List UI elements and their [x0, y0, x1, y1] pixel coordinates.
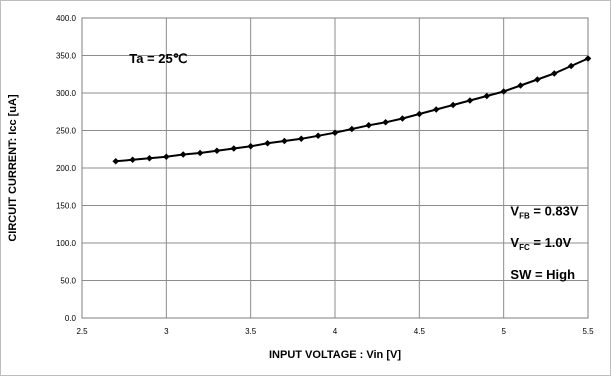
annotation-vfb-rest: = 0.83V	[530, 203, 579, 218]
y-tick-label: 200.0	[56, 164, 77, 173]
x-tick-label: 2.5	[76, 327, 88, 336]
data-point	[163, 153, 170, 161]
y-axis-title: CIRCUIT CURRENT: Icc [uA]	[7, 94, 19, 242]
data-point	[567, 62, 575, 70]
x-tick-label: 4.5	[414, 327, 426, 336]
data-point	[348, 125, 356, 133]
data-point	[483, 92, 491, 100]
data-point	[517, 82, 524, 89]
data-point	[416, 110, 423, 118]
x-tick-label: 4	[333, 327, 338, 336]
y-tick-label: 150.0	[56, 202, 77, 211]
data-point	[365, 121, 373, 129]
series-line	[115, 57, 589, 163]
data-point	[281, 137, 288, 145]
annotation-temperature: Ta = 25℃	[129, 51, 187, 66]
data-point	[196, 149, 204, 157]
data-point	[314, 132, 322, 140]
data-point	[146, 154, 153, 162]
y-tick-label: 350.0	[56, 52, 77, 61]
data-point	[399, 115, 406, 122]
data-point	[112, 157, 120, 165]
data-point	[129, 156, 136, 164]
x-axis-title: INPUT VOLTAGE : Vin [V]	[269, 349, 401, 361]
y-tick-label: 300.0	[56, 89, 77, 98]
x-tick-labels: 2.5 3 3.5 4 4.5 5 5.5	[76, 327, 594, 336]
x-tick-label: 5	[501, 327, 506, 336]
x-tick-label: 3.5	[245, 327, 257, 336]
y-tick-label: 100.0	[56, 239, 77, 248]
annotation-vfb-sub: FB	[519, 211, 530, 220]
data-point	[449, 101, 457, 109]
data-point	[264, 139, 271, 147]
data-point	[466, 97, 474, 104]
x-tick-label: 3	[164, 327, 169, 336]
annotation-vfc-rest: = 1.0V	[530, 235, 572, 250]
y-tick-labels: 0.0 50.0 100.0 150.0 200.0 250.0 300.0 350.0 400…	[56, 14, 77, 323]
y-tick-label: 250.0	[56, 127, 77, 136]
annotation-vfc: VFC = 1.0V	[510, 235, 571, 252]
annotation-vfc-sub: FC	[519, 243, 530, 252]
data-point	[432, 106, 440, 113]
annotation-vfb-main: V	[510, 203, 519, 218]
x-tick-label: 5.5	[582, 327, 594, 336]
y-tick-label: 400.0	[56, 14, 77, 23]
annotations: Ta = 25℃ VFB = 0.83V VFC = 1.0V SW = Hig…	[129, 51, 579, 282]
plot-area	[81, 17, 589, 319]
data-point	[297, 135, 305, 143]
data-point	[179, 151, 187, 158]
data-point	[382, 118, 389, 126]
series	[112, 55, 592, 165]
y-tick-label: 0.0	[65, 314, 77, 323]
data-point	[331, 129, 339, 137]
data-point	[213, 147, 221, 155]
data-point	[230, 145, 238, 152]
annotation-vfc-main: V	[510, 235, 519, 250]
data-point	[247, 142, 254, 150]
y-tick-label: 50.0	[60, 277, 76, 286]
data-point	[500, 88, 507, 95]
data-point	[550, 70, 558, 77]
data-point	[584, 55, 592, 62]
annotation-vfb: VFB = 0.83V	[510, 203, 578, 220]
data-point	[534, 76, 541, 83]
annotation-switch: SW = High	[510, 267, 575, 282]
